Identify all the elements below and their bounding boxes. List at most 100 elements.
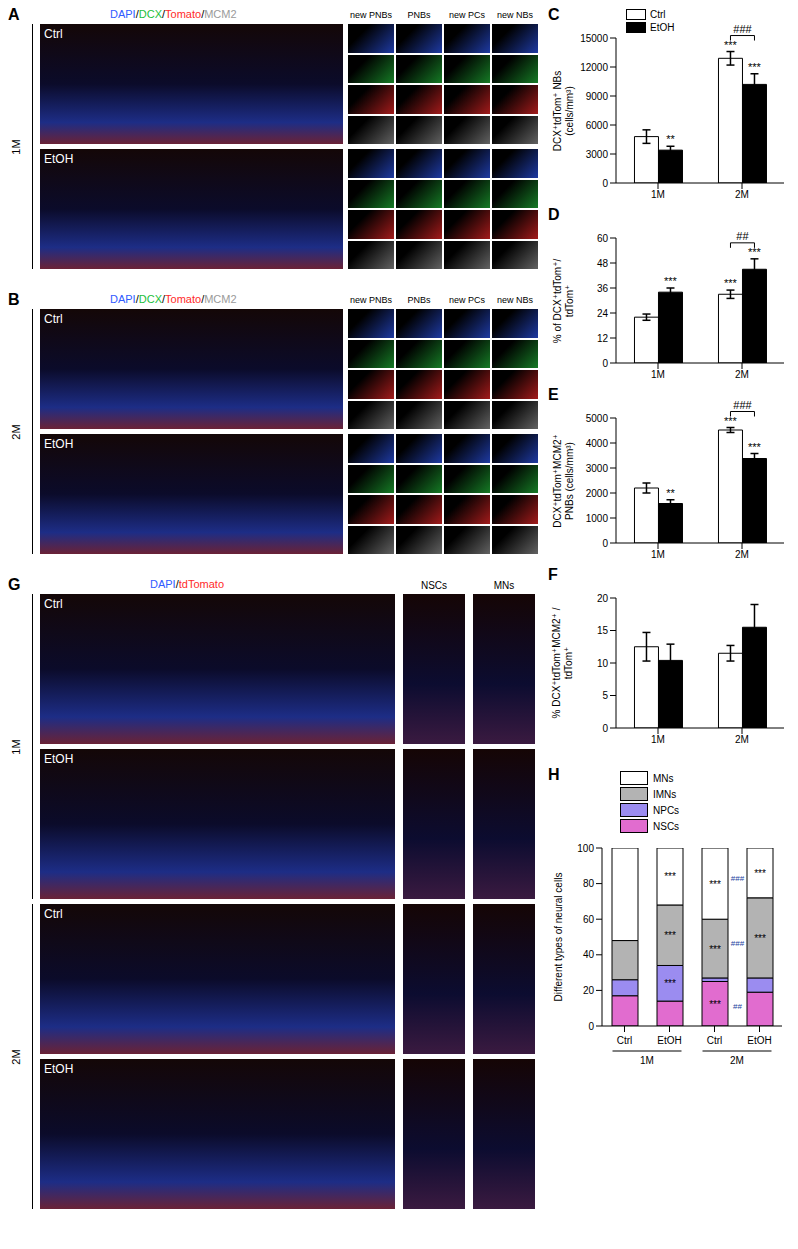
svg-text:***: ***: [664, 275, 678, 287]
html-text:Ctrl: Ctrl: [44, 597, 63, 611]
html-text:EtOH: EtOH: [44, 1062, 74, 1076]
svg-text:***: ***: [709, 999, 721, 1010]
svg-text:15000: 15000: [580, 33, 608, 44]
svg-text:12: 12: [597, 333, 609, 344]
html-text:1M: 1M: [10, 138, 22, 155]
svg-text:***: ***: [664, 871, 676, 882]
svg-text:***: ***: [724, 277, 738, 289]
svg-text:###: ###: [731, 939, 745, 948]
svg-text:20: 20: [597, 593, 609, 604]
svg-text:80: 80: [583, 878, 595, 889]
svg-text:***: ***: [748, 441, 762, 453]
svg-text:15: 15: [597, 625, 609, 636]
html-text:EtOH: EtOH: [44, 152, 74, 166]
svg-text:60: 60: [583, 914, 595, 925]
svg-text:48: 48: [597, 258, 609, 269]
svg-text:0: 0: [602, 538, 608, 549]
html-text:Ctrl: Ctrl: [44, 907, 63, 921]
svg-text:###: ###: [733, 23, 752, 35]
html-text:PNBs (cells/mm³): PNBs (cells/mm³): [563, 441, 574, 520]
svg-text:2M: 2M: [735, 189, 749, 200]
svg-text:36: 36: [597, 283, 609, 294]
html-text:DCX⁺tdTom⁺MCM2⁺: DCX⁺tdTom⁺MCM2⁺: [551, 433, 562, 528]
html-text:D: D: [548, 206, 560, 223]
svg-text:60: 60: [597, 233, 609, 244]
svg-text:**: **: [666, 487, 675, 499]
svg-text:***: ***: [748, 246, 762, 258]
svg-text:Ctrl: Ctrl: [707, 1035, 723, 1046]
svg-text:3000: 3000: [586, 463, 609, 474]
html-text:1M: 1M: [10, 738, 22, 755]
html-text:E: E: [548, 386, 559, 403]
svg-text:9000: 9000: [586, 91, 609, 102]
svg-text:2M: 2M: [735, 734, 749, 745]
html-text:Ctrl: Ctrl: [44, 312, 63, 326]
html-text:A: A: [8, 6, 20, 23]
svg-text:5: 5: [602, 690, 608, 701]
svg-text:***: ***: [754, 933, 766, 944]
svg-text:1000: 1000: [586, 513, 609, 524]
html-text:% of DCX⁺tdTom⁺/: % of DCX⁺tdTom⁺/: [551, 258, 562, 343]
svg-text:##: ##: [733, 1002, 742, 1011]
svg-text:5000: 5000: [586, 413, 609, 424]
svg-text:1M: 1M: [651, 369, 665, 380]
html-text:2M: 2M: [10, 423, 22, 440]
svg-text:20: 20: [583, 985, 595, 996]
svg-text:***: ***: [709, 879, 721, 890]
html-text:2M: 2M: [10, 1048, 22, 1065]
svg-text:40: 40: [583, 949, 595, 960]
svg-text:4000: 4000: [586, 438, 609, 449]
svg-text:***: ***: [748, 61, 762, 73]
html-text:C: C: [548, 6, 560, 23]
html-text:NPCs: NPCs: [653, 804, 680, 816]
svg-text:EtOH: EtOH: [657, 1035, 681, 1046]
svg-text:**: **: [666, 133, 675, 145]
svg-text:2000: 2000: [586, 488, 609, 499]
html-text:Ctrl: Ctrl: [44, 27, 63, 41]
svg-text:2M: 2M: [730, 1055, 744, 1066]
html-text:DAPI / tdTomato: DAPI / tdTomato: [150, 578, 224, 590]
svg-text:2M: 2M: [735, 549, 749, 560]
html-text:MNs: MNs: [493, 580, 515, 591]
html-text:EtOH: EtOH: [44, 437, 74, 451]
svg-text:6000: 6000: [586, 120, 609, 131]
svg-text:***: ***: [664, 978, 676, 989]
svg-text:3000: 3000: [586, 149, 609, 160]
svg-text:2M: 2M: [735, 369, 749, 380]
svg-text:###: ###: [733, 399, 752, 411]
svg-text:###: ###: [731, 874, 745, 883]
svg-text:EtOH: EtOH: [747, 1035, 771, 1046]
html-text:EtOH: EtOH: [650, 22, 675, 33]
html-text:EtOH: EtOH: [44, 752, 74, 766]
html-text:IMNs: IMNs: [653, 788, 677, 800]
html-text:MNs: MNs: [653, 772, 674, 784]
svg-text:10: 10: [597, 658, 609, 669]
html-text:(cells/mm³): (cells/mm³): [563, 85, 574, 136]
html-text:DCX⁺tdTom⁺ NBs: DCX⁺tdTom⁺ NBs: [551, 70, 562, 151]
html-text:DAPI / DCX / Tomato / MCM2: DAPI / DCX / Tomato / MCM2: [110, 8, 237, 20]
html-text:DAPI / DCX / Tomato / MCM2: DAPI / DCX / Tomato / MCM2: [110, 293, 237, 305]
html-text:H: H: [548, 766, 560, 783]
html-text:B: B: [8, 291, 20, 308]
svg-text:***: ***: [754, 868, 766, 879]
svg-text:0: 0: [602, 178, 608, 189]
html-text:NSCs: NSCs: [653, 820, 680, 832]
svg-text:0: 0: [602, 358, 608, 369]
svg-text:1M: 1M: [651, 734, 665, 745]
svg-text:Ctrl: Ctrl: [617, 1035, 633, 1046]
svg-text:0: 0: [602, 723, 608, 734]
svg-text:1M: 1M: [640, 1055, 654, 1066]
html-text:Ctrl: Ctrl: [650, 9, 666, 20]
svg-text:***: ***: [664, 930, 676, 941]
svg-text:100: 100: [577, 843, 594, 854]
html-text:G: G: [8, 576, 21, 593]
svg-text:0: 0: [588, 1021, 594, 1032]
html-text:tdTom⁺: tdTom⁺: [563, 284, 574, 317]
svg-text:24: 24: [597, 308, 609, 319]
svg-text:1M: 1M: [651, 549, 665, 560]
svg-text:##: ##: [736, 230, 749, 242]
svg-text:1M: 1M: [651, 189, 665, 200]
svg-text:12000: 12000: [580, 62, 608, 73]
html-text:NSCs: NSCs: [420, 580, 448, 591]
svg-text:***: ***: [709, 944, 721, 955]
